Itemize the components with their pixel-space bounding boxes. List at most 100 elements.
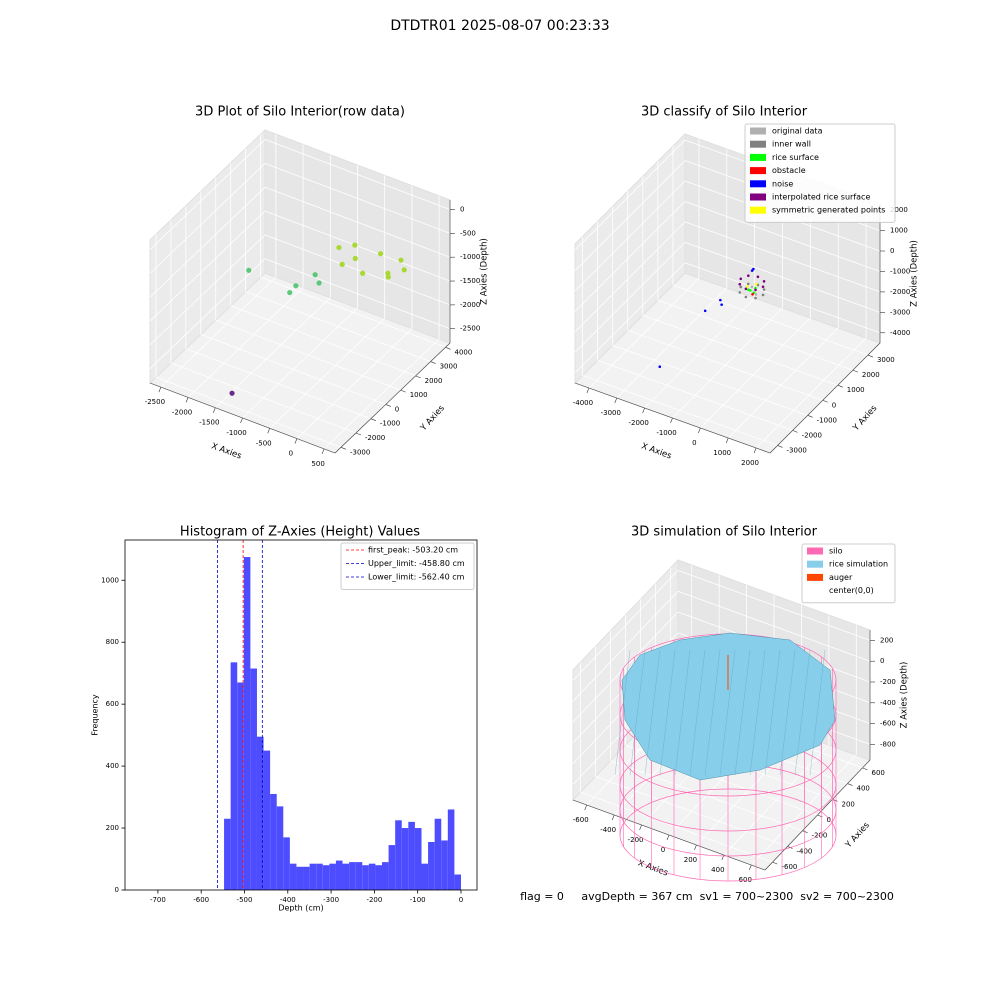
surface-mesh — [689, 649, 706, 776]
x-tick-label: -300 — [323, 896, 339, 904]
y-tick-label: 4000 — [455, 348, 473, 356]
grid-line — [755, 337, 867, 449]
y-tick-label: -3000 — [350, 448, 370, 456]
bar — [289, 863, 297, 890]
x-tick — [639, 824, 642, 831]
point — [339, 261, 345, 267]
bar — [329, 863, 336, 890]
y-axis-label: Y Axies — [418, 403, 447, 434]
grid-line — [572, 590, 679, 702]
z-tick-label: 0 — [880, 657, 884, 665]
y-tick — [867, 354, 874, 358]
x-tick — [670, 417, 673, 424]
point — [739, 285, 743, 289]
legend-swatch — [807, 560, 823, 568]
grid-line — [627, 329, 823, 401]
bar — [454, 874, 461, 890]
y-tick — [822, 399, 828, 403]
point — [761, 293, 765, 297]
point — [352, 242, 358, 248]
grid-line — [672, 307, 783, 419]
bar — [276, 806, 284, 890]
y-tick-label: -2000 — [365, 434, 385, 442]
x-tick — [267, 428, 270, 434]
x-tick-label: 0 — [692, 439, 696, 447]
surface-mesh — [674, 649, 691, 776]
grid-line — [677, 590, 871, 662]
point — [746, 285, 749, 288]
y-tick-label: 3000 — [440, 363, 458, 371]
z-axis-label: Z Axies (Depth) — [900, 662, 910, 729]
grid-line — [264, 139, 451, 210]
y-tick — [837, 384, 843, 388]
y-tick-label: -2000 — [802, 431, 822, 439]
x-tick-label: -200 — [366, 896, 382, 904]
legend-label: first_peak: -503.20 cm — [368, 546, 458, 555]
point — [762, 288, 766, 291]
y-tick-label: 600 — [106, 700, 119, 708]
bar — [355, 862, 363, 890]
plot-title: 3D Plot of Silo Interior(row data) — [195, 105, 405, 120]
plot-title: 3D classify of Silo Interior — [641, 105, 808, 120]
legend-label: Upper_limit: -458.80 cm — [368, 559, 465, 568]
x-tick-label: -4000 — [573, 399, 593, 407]
z-tick-label: 200 — [880, 636, 893, 644]
point — [754, 296, 757, 300]
point — [752, 267, 755, 271]
bar — [401, 828, 409, 890]
grid-line — [574, 180, 686, 292]
y-tick — [400, 389, 406, 393]
point — [761, 285, 765, 289]
x-tick — [584, 804, 587, 811]
surface-mesh — [764, 649, 781, 776]
bar — [243, 557, 251, 890]
y-tick-label: 600 — [872, 769, 885, 777]
grid-line — [149, 139, 266, 250]
legend-swatch — [807, 587, 823, 595]
grid-line — [684, 201, 881, 272]
bar — [388, 845, 396, 890]
x-tick-label: -500 — [256, 439, 272, 447]
grid-line — [582, 375, 778, 446]
point — [747, 288, 750, 292]
x-tick-label: 2000 — [741, 459, 759, 467]
grid-line — [642, 314, 838, 386]
grid-line — [215, 319, 401, 391]
x-tick-label: -700 — [150, 896, 166, 904]
grid-line — [580, 791, 773, 863]
y-tick — [807, 415, 813, 418]
x-tick-label: 200 — [684, 856, 697, 864]
point — [703, 309, 707, 313]
legend-frame — [744, 123, 896, 223]
grid-line — [610, 760, 803, 832]
point — [744, 287, 748, 291]
y-tick-label: 2000 — [425, 377, 443, 385]
x-tick-label: -1000 — [656, 429, 676, 437]
legend-frame — [801, 543, 896, 604]
point — [658, 365, 662, 369]
bar — [342, 863, 350, 890]
grid-line — [574, 221, 686, 333]
point — [750, 285, 754, 289]
y-tick — [430, 361, 436, 364]
point — [756, 275, 760, 279]
x-tick — [213, 407, 216, 413]
grid-line — [264, 234, 451, 306]
x-axis-label: X Axies — [640, 441, 673, 461]
y-axis-label: Y Axies — [843, 820, 872, 851]
x-tick — [614, 397, 618, 404]
bar — [362, 865, 369, 890]
surface-mesh — [794, 649, 811, 776]
bar — [421, 863, 429, 890]
x-tick — [294, 438, 298, 444]
y-tick — [862, 767, 868, 771]
y-tick — [852, 369, 858, 373]
figure-title: DTDTR01 2025-08-07 00:23:33 — [390, 18, 609, 34]
x-tick — [321, 448, 325, 454]
y-tick-label: 0 — [832, 401, 836, 409]
point — [719, 298, 722, 302]
point — [720, 303, 723, 306]
x-tick — [694, 844, 697, 851]
x-tick-label: -2000 — [628, 419, 648, 427]
grid-line — [264, 258, 451, 330]
